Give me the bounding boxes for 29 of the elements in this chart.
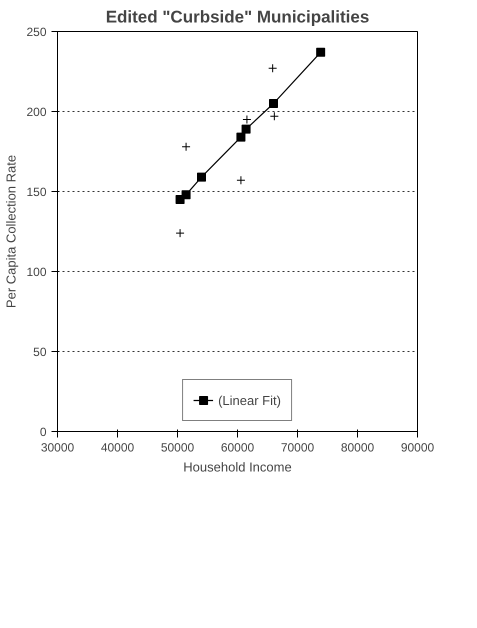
y-tick-label: 100 bbox=[26, 265, 47, 279]
y-axis-title: Per Capita Collection Rate bbox=[3, 154, 18, 308]
point bbox=[197, 172, 206, 182]
x-tick-label: 90000 bbox=[400, 440, 435, 454]
point bbox=[182, 190, 191, 200]
y-tick-label: 0 bbox=[40, 425, 47, 439]
x-tick-label: 80000 bbox=[340, 440, 375, 454]
point bbox=[268, 64, 278, 73]
point bbox=[176, 228, 185, 238]
x-tick-label: 30000 bbox=[40, 440, 75, 454]
legend-label: (Linear Fit) bbox=[218, 392, 281, 408]
x-tick-label: 50000 bbox=[160, 440, 195, 454]
point bbox=[269, 99, 278, 108]
point bbox=[316, 48, 326, 57]
point bbox=[182, 142, 191, 152]
point bbox=[242, 124, 251, 134]
x-tick-label: 70000 bbox=[280, 440, 315, 454]
chart-title: Edited "Curbside" Municipalities bbox=[106, 8, 370, 26]
point bbox=[236, 132, 246, 142]
y-tick-label: 200 bbox=[26, 105, 47, 119]
y-tick-label: 50 bbox=[33, 345, 47, 359]
x-tick-label: 40000 bbox=[100, 440, 135, 454]
point bbox=[236, 176, 246, 185]
x-tick-label: 60000 bbox=[220, 440, 255, 454]
point bbox=[242, 115, 252, 124]
x-axis-title: Household Income bbox=[183, 460, 292, 474]
point bbox=[270, 112, 279, 121]
y-tick-label: 250 bbox=[26, 25, 47, 39]
y-tick-label: 150 bbox=[26, 185, 47, 199]
